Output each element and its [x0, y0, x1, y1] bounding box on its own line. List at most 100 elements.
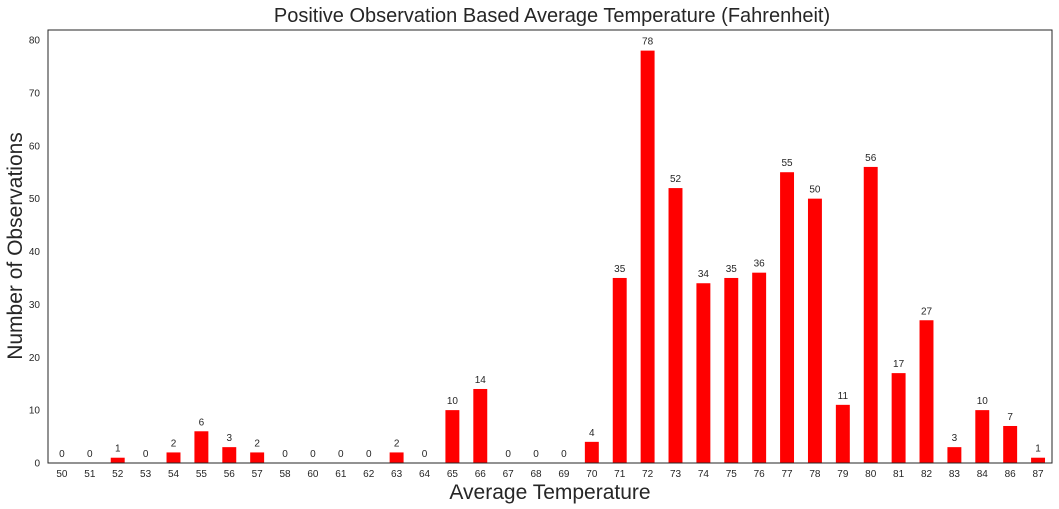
- bar-value-label-84: 10: [977, 396, 989, 407]
- bar-value-label-64: 0: [422, 449, 428, 460]
- x-tick-label-67: 67: [503, 469, 515, 480]
- bar-value-label-68: 0: [533, 449, 539, 460]
- x-tick-label-86: 86: [1005, 469, 1017, 480]
- bar-77: [780, 172, 795, 463]
- bar-value-label-61: 0: [338, 449, 344, 460]
- bar-80: [863, 166, 878, 463]
- y-tick-label-70: 70: [29, 88, 41, 99]
- x-tick-label-50: 50: [56, 469, 68, 480]
- x-tick-label-87: 87: [1032, 469, 1044, 480]
- y-tick-label-20: 20: [29, 353, 41, 364]
- bar-value-label-60: 0: [310, 449, 316, 460]
- x-tick-label-66: 66: [475, 469, 487, 480]
- bar-value-label-56: 3: [226, 433, 232, 444]
- x-tick-label-53: 53: [140, 469, 152, 480]
- bar-74: [696, 283, 711, 463]
- bar-value-label-70: 4: [589, 428, 595, 439]
- chart-title: Positive Observation Based Average Tempe…: [274, 5, 830, 27]
- bar-value-label-53: 0: [143, 449, 149, 460]
- bar-84: [975, 410, 990, 463]
- bar-value-label-52: 1: [115, 444, 121, 455]
- x-axis-ticks: 50 51 52 53 54 55 56 57 58 60 61 62 63 64 65 66 67 68 69 70…: [56, 469, 1044, 480]
- y-axis-label: Number of Observations: [4, 132, 27, 360]
- bar-78: [807, 198, 822, 463]
- bar-value-label-81: 17: [893, 359, 905, 370]
- bar-79: [835, 404, 850, 463]
- x-tick-label-74: 74: [698, 469, 710, 480]
- bar-value-label-75: 35: [726, 264, 738, 275]
- y-tick-label-30: 30: [29, 300, 41, 311]
- bar-value-label-66: 14: [475, 375, 487, 386]
- bar-83: [947, 447, 962, 463]
- bar-value-label-76: 36: [754, 259, 766, 270]
- bar-65: [445, 410, 460, 463]
- bar-value-label-72: 78: [642, 37, 654, 48]
- bar-56: [222, 447, 237, 463]
- x-tick-label-65: 65: [447, 469, 459, 480]
- x-tick-label-81: 81: [893, 469, 905, 480]
- x-tick-label-51: 51: [84, 469, 96, 480]
- x-tick-label-58: 58: [279, 469, 291, 480]
- bar-52: [110, 457, 125, 463]
- bar-value-label-67: 0: [505, 449, 511, 460]
- bar-value-label-63: 2: [394, 438, 400, 449]
- bar-value-label-50: 0: [59, 449, 65, 460]
- bar-value-label-51: 0: [87, 449, 93, 460]
- x-tick-label-71: 71: [614, 469, 626, 480]
- bar-value-label-77: 55: [781, 158, 793, 169]
- bars-group: [110, 50, 1046, 464]
- x-tick-label-73: 73: [670, 469, 682, 480]
- bar-73: [668, 188, 683, 463]
- x-tick-label-54: 54: [168, 469, 180, 480]
- x-tick-label-84: 84: [977, 469, 989, 480]
- x-tick-label-61: 61: [335, 469, 347, 480]
- y-tick-label-50: 50: [29, 194, 41, 205]
- bar-value-label-55: 6: [199, 417, 205, 428]
- bar-54: [166, 452, 181, 463]
- x-tick-label-70: 70: [586, 469, 598, 480]
- x-tick-label-55: 55: [196, 469, 208, 480]
- y-tick-label-0: 0: [34, 459, 40, 470]
- plot-frame: [47, 29, 1053, 464]
- x-tick-label-79: 79: [837, 469, 849, 480]
- bar-value-label-69: 0: [561, 449, 567, 460]
- x-axis-label: Average Temperature: [449, 481, 650, 504]
- bar-72: [640, 50, 655, 464]
- y-tick-label-60: 60: [29, 141, 41, 152]
- bar-63: [389, 452, 404, 463]
- x-tick-label-80: 80: [865, 469, 877, 480]
- bar-70: [584, 441, 599, 463]
- y-axis-ticks: 0 10 20 30 40 50 60 70 80: [29, 36, 41, 470]
- bar-66: [473, 388, 488, 463]
- x-tick-label-83: 83: [949, 469, 961, 480]
- x-tick-label-68: 68: [530, 469, 542, 480]
- bar-55: [194, 431, 209, 463]
- x-tick-label-64: 64: [419, 469, 431, 480]
- bar-75: [724, 277, 739, 463]
- bar-value-label-86: 7: [1007, 412, 1013, 423]
- x-tick-label-60: 60: [307, 469, 319, 480]
- bar-86: [1003, 425, 1018, 463]
- bar-value-label-82: 27: [921, 306, 933, 317]
- x-tick-label-75: 75: [726, 469, 738, 480]
- x-tick-label-76: 76: [754, 469, 766, 480]
- bar-value-label-71: 35: [614, 264, 626, 275]
- bar-value-label-54: 2: [171, 438, 177, 449]
- x-tick-label-69: 69: [558, 469, 570, 480]
- y-tick-label-40: 40: [29, 247, 41, 258]
- bar-value-label-58: 0: [282, 449, 288, 460]
- bar-value-label-57: 2: [254, 438, 260, 449]
- x-tick-label-63: 63: [391, 469, 403, 480]
- x-tick-label-77: 77: [781, 469, 793, 480]
- y-tick-label-10: 10: [29, 406, 41, 417]
- bar-57: [250, 452, 265, 463]
- bar-value-label-83: 3: [952, 433, 958, 444]
- bar-value-label-74: 34: [698, 269, 710, 280]
- bar-76: [752, 272, 767, 463]
- x-tick-label-56: 56: [224, 469, 236, 480]
- x-tick-label-82: 82: [921, 469, 933, 480]
- x-tick-label-62: 62: [363, 469, 375, 480]
- bar-87: [1031, 457, 1046, 463]
